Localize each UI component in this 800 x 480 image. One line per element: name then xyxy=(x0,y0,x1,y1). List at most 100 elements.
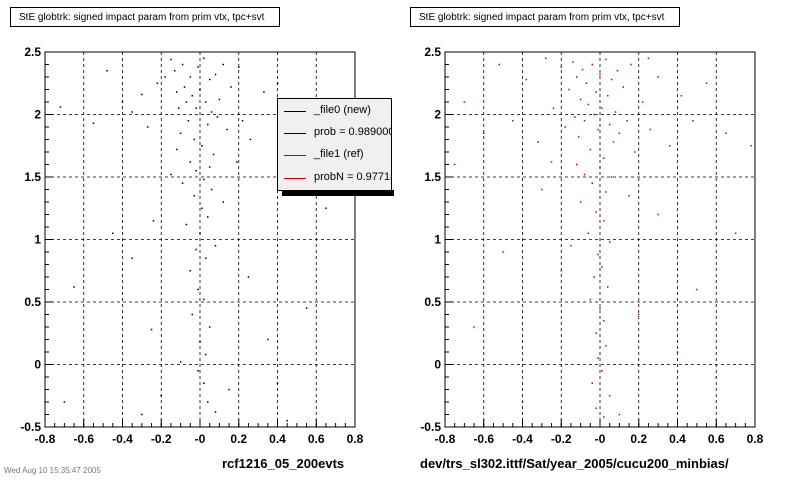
data-point xyxy=(498,63,500,66)
data-point xyxy=(512,120,514,122)
legend-swatch xyxy=(284,111,306,112)
data-point xyxy=(601,266,603,268)
data-point xyxy=(579,98,582,101)
data-point xyxy=(610,176,613,178)
x-tick-label: 0.8 xyxy=(747,432,764,446)
data-point xyxy=(177,107,180,109)
data-point xyxy=(634,151,636,153)
data-point xyxy=(185,223,188,226)
data-point xyxy=(199,341,201,343)
data-point xyxy=(222,63,224,66)
data-point xyxy=(607,286,609,288)
y-tick-label: -0.5 xyxy=(420,420,441,434)
data-point xyxy=(618,413,621,416)
data-point xyxy=(577,136,580,138)
data-point xyxy=(610,78,613,81)
x-tick-label: -0.6 xyxy=(73,432,94,446)
data-point xyxy=(174,70,176,72)
data-point xyxy=(228,388,230,391)
data-point xyxy=(181,63,184,66)
y-tick-label: 0 xyxy=(434,358,441,372)
data-point xyxy=(170,173,172,176)
y-tick-label: -0.5 xyxy=(20,420,41,434)
x-tick-label: -0.4 xyxy=(512,432,533,446)
data-point xyxy=(669,145,671,147)
data-point xyxy=(603,157,605,159)
data-point xyxy=(121,101,124,103)
data-point xyxy=(210,111,213,113)
x-tick-label: 0.8 xyxy=(347,432,364,446)
x-tick-label: -0.2 xyxy=(551,432,572,446)
data-point xyxy=(63,401,66,403)
x-tick-label: -0.2 xyxy=(151,432,172,446)
data-point xyxy=(276,382,279,384)
legend-shadow xyxy=(282,190,394,196)
data-point xyxy=(160,395,162,397)
data-point xyxy=(608,241,611,243)
data-point xyxy=(587,232,590,234)
data-point xyxy=(214,73,217,76)
data-point xyxy=(187,120,190,122)
panel-left-title: StE globtrk: signed impact param from pr… xyxy=(10,7,280,27)
data-point xyxy=(236,161,238,163)
data-point xyxy=(605,58,607,61)
data-point xyxy=(641,101,644,103)
data-point xyxy=(185,101,188,103)
data-point xyxy=(696,288,698,291)
data-point xyxy=(241,120,244,122)
data-point xyxy=(203,178,205,181)
data-point xyxy=(199,88,201,91)
data-point xyxy=(92,122,95,124)
data-point xyxy=(152,220,155,222)
data-point xyxy=(216,116,219,118)
data-point xyxy=(214,411,217,413)
data-point xyxy=(222,201,224,203)
x-tick-label: -0.4 xyxy=(112,432,133,446)
data-point xyxy=(203,57,205,59)
legend-swatch xyxy=(284,178,306,179)
data-point xyxy=(607,95,609,97)
data-point xyxy=(176,148,178,151)
data-point xyxy=(191,95,193,97)
data-point xyxy=(263,91,265,93)
data-point xyxy=(208,78,211,81)
data-point xyxy=(574,116,576,118)
data-point xyxy=(576,163,578,166)
data-point xyxy=(552,107,555,109)
y-tick-label: 2.5 xyxy=(24,45,41,59)
data-point xyxy=(146,126,149,128)
data-point xyxy=(638,313,640,316)
data-point xyxy=(179,132,182,134)
y-tick-label: 0.5 xyxy=(424,295,441,309)
x-tick-label: 0.6 xyxy=(308,432,325,446)
data-point xyxy=(626,120,628,122)
legend-label: _file1 (ref) xyxy=(314,148,364,160)
data-point xyxy=(230,86,232,88)
data-point xyxy=(705,82,708,84)
data-point xyxy=(591,63,593,66)
data-point xyxy=(597,253,599,256)
data-point xyxy=(734,232,737,234)
x-tick-label: -0 xyxy=(195,432,206,446)
data-point xyxy=(73,286,75,288)
data-point xyxy=(589,298,592,301)
y-tick-label: 1.5 xyxy=(24,170,41,184)
panel-left-caption: rcf1216_05_200evts xyxy=(222,456,345,471)
data-point xyxy=(591,382,593,384)
data-point xyxy=(581,68,584,71)
data-point xyxy=(595,332,597,334)
data-point xyxy=(214,245,217,247)
data-point xyxy=(750,145,752,147)
data-point xyxy=(238,66,240,68)
data-point xyxy=(622,86,624,88)
x-tick-label: 0.6 xyxy=(708,432,725,446)
data-point xyxy=(205,101,207,103)
data-point xyxy=(612,141,615,143)
data-point xyxy=(657,76,659,78)
data-point xyxy=(550,161,553,163)
data-point xyxy=(150,328,153,331)
data-point xyxy=(207,123,209,126)
data-point xyxy=(608,123,611,126)
data-point xyxy=(595,91,597,93)
data-point xyxy=(614,111,617,113)
